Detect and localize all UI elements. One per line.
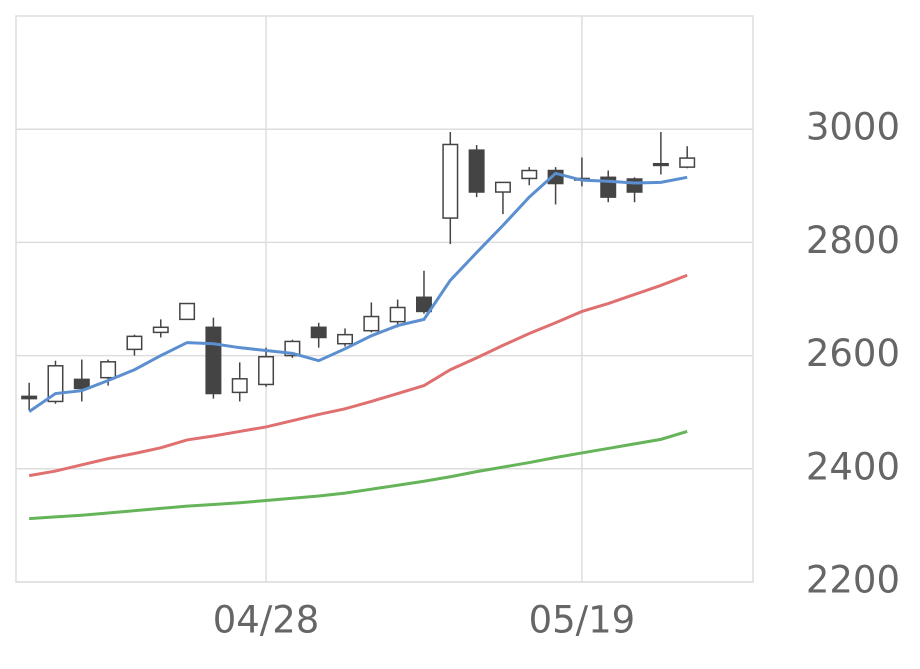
- candle-body: [337, 333, 354, 345]
- candle-body: [521, 169, 538, 180]
- candle-body: [363, 315, 380, 332]
- candle-body: [73, 378, 90, 390]
- y-tick-label: 2600: [806, 332, 900, 375]
- moving-average-line: [28, 273, 688, 478]
- candle-body: [231, 378, 248, 394]
- y-tick-label: 2800: [806, 219, 900, 262]
- candle-body: [468, 149, 485, 193]
- candle-body: [442, 143, 459, 219]
- y-tick-label: 2200: [806, 559, 900, 602]
- candle-body: [205, 326, 222, 395]
- candle-body: [126, 335, 143, 351]
- candle-body: [100, 361, 117, 379]
- candle-body: [389, 306, 406, 323]
- candle-body: [652, 162, 669, 167]
- moving-average-line: [29, 430, 688, 521]
- candle-body: [679, 157, 696, 168]
- y-tick-label: 2400: [806, 445, 900, 488]
- moving-average-line: [28, 171, 688, 413]
- candle-body: [415, 296, 432, 313]
- x-tick-label: 05/19: [529, 599, 636, 642]
- candle-body: [258, 355, 275, 386]
- candle-body: [494, 181, 511, 193]
- candle-body: [179, 302, 196, 321]
- candle-body: [21, 395, 38, 400]
- x-tick-label: 04/28: [213, 599, 320, 642]
- plot-frame: [15, 15, 754, 583]
- candle-body: [310, 326, 327, 339]
- candle-body: [152, 326, 169, 334]
- y-tick-label: 3000: [806, 106, 900, 149]
- candle-body: [626, 178, 643, 193]
